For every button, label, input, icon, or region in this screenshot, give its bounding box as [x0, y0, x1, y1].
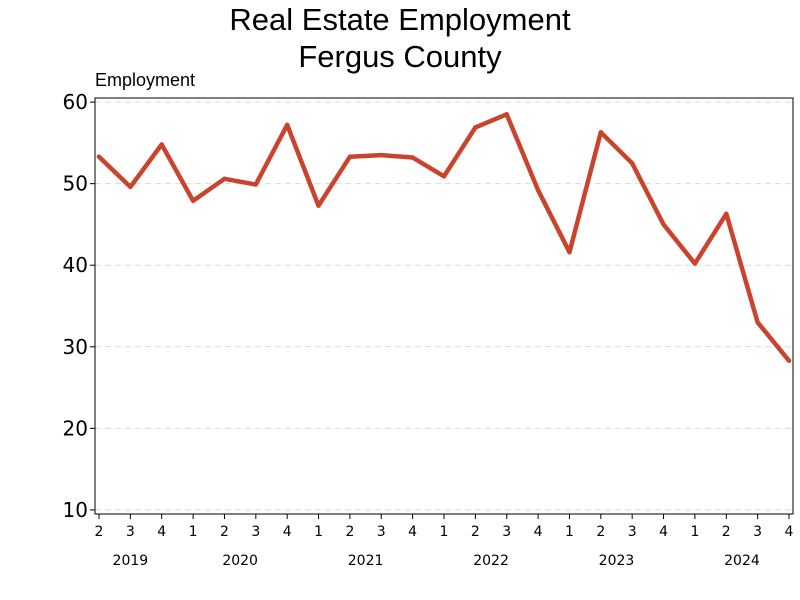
y-axis-ticks: 10 20 30 40 50 60	[63, 90, 95, 522]
data-point-10	[410, 155, 415, 160]
data-point-11	[441, 174, 447, 179]
data-point-3	[190, 198, 196, 203]
data-point-22	[786, 358, 792, 363]
x-tick-label-11: 1	[440, 524, 449, 540]
y-axis-label: Employment	[95, 70, 195, 90]
year-label-2021: 2021	[348, 553, 384, 569]
plot-area-frame	[94, 97, 794, 515]
data-point-14	[535, 187, 541, 193]
chart-title-line-1: Real Estate Employment	[229, 2, 571, 37]
x-axis-ticks: 2 3 4 1 2 3 4 1 2 3 4 1 2 3 4 1 2 3 4 1 2 3 4	[95, 514, 794, 540]
data-point-17	[629, 161, 635, 166]
data-point-5	[253, 182, 259, 187]
x-tick-label-14: 4	[534, 524, 543, 540]
x-tick-label-4: 2	[220, 524, 229, 540]
x-tick-label-8: 2	[345, 524, 354, 540]
chart-title-line-2: Fergus County	[298, 39, 502, 74]
x-tick-label-13: 3	[502, 524, 511, 540]
year-label-2022: 2022	[473, 553, 509, 569]
x-tick-label-15: 1	[565, 524, 574, 540]
data-point-12	[473, 125, 478, 130]
x-tick-label-19: 1	[690, 524, 699, 540]
data-point-9	[379, 152, 384, 158]
year-label-2024: 2024	[724, 553, 760, 569]
series-layer	[96, 112, 792, 363]
y-tick-label-40: 40	[63, 253, 88, 277]
year-label-2019: 2019	[113, 553, 149, 569]
x-tick-label-0: 2	[95, 524, 104, 540]
x-tick-label-21: 3	[753, 524, 762, 540]
x-tick-label-20: 2	[722, 524, 731, 540]
x-tick-label-12: 2	[471, 524, 480, 540]
data-point-21	[755, 320, 760, 325]
y-tick-label-60: 60	[63, 90, 88, 114]
data-point-4	[222, 176, 227, 181]
x-tick-label-1: 3	[126, 524, 135, 540]
data-point-6	[284, 122, 290, 128]
data-point-16	[598, 130, 604, 135]
x-tick-label-6: 4	[283, 524, 292, 540]
x-tick-label-2: 4	[157, 524, 166, 540]
series-line-0	[96, 112, 792, 363]
y-tick-label-10: 10	[63, 498, 88, 522]
y-tick-label-30: 30	[63, 335, 88, 359]
x-tick-label-10: 4	[408, 524, 417, 540]
data-point-13	[504, 112, 509, 117]
x-tick-label-5: 3	[251, 524, 260, 540]
data-point-20	[724, 211, 729, 217]
x-axis-year-labels: 2019 2020 2021 2022 2023 2024	[113, 553, 760, 569]
x-tick-label-16: 2	[596, 524, 605, 540]
data-point-15	[567, 249, 572, 255]
year-label-2020: 2020	[222, 553, 258, 569]
x-tick-label-7: 1	[314, 524, 323, 540]
data-point-0	[96, 154, 102, 159]
y-tick-label-20: 20	[63, 416, 88, 440]
data-point-8	[347, 154, 353, 159]
x-tick-label-22: 4	[785, 524, 794, 540]
data-point-1	[128, 184, 133, 190]
y-tick-label-50: 50	[63, 172, 88, 196]
data-point-18	[661, 222, 666, 227]
x-tick-label-18: 4	[659, 524, 668, 540]
x-tick-label-17: 3	[628, 524, 637, 540]
data-point-19	[692, 261, 698, 266]
data-point-7	[316, 203, 321, 208]
data-point-2	[159, 142, 164, 147]
x-tick-label-9: 3	[377, 524, 386, 540]
year-label-2023: 2023	[599, 553, 635, 569]
x-tick-label-3: 1	[189, 524, 198, 540]
grid-lines	[95, 101, 793, 511]
